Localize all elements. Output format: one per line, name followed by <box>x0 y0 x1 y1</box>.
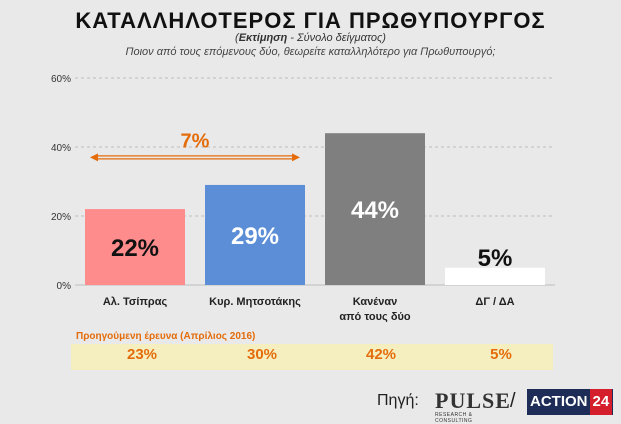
subtitle-bold: Εκτίμηση <box>238 32 288 44</box>
pulse-logo-subtitle: RESEARCH & CONSULTING <box>435 412 473 424</box>
bar-value-label: 44% <box>351 197 399 224</box>
bar-1 <box>85 209 185 285</box>
action24-logo-number: 24 <box>589 389 613 415</box>
x-tick-label: Αλ. Τσίπρας <box>103 296 168 308</box>
pulse-logo: PULSE RESEARCH & CONSULTING <box>435 382 510 424</box>
bar-value-label: 5% <box>478 245 513 272</box>
previous-value-tsipras: 23% <box>126 346 158 363</box>
bar-3 <box>325 133 425 285</box>
x-tick-label: Κυρ. Μητσοτάκης <box>209 296 301 308</box>
source-label: Πηγή: <box>377 392 419 409</box>
pulse-logo-word: PULSE <box>435 388 511 413</box>
previous-survey-label: Προηγούμενη έρευνα (Απρίλιος 2016) <box>76 331 256 342</box>
previous-value-none: 42% <box>365 346 397 363</box>
subtitle-open: ( <box>235 32 239 44</box>
x-tick-label: Κανέναν <box>353 296 398 308</box>
action24-logo: ACTION 24 <box>527 389 613 415</box>
x-tick-label: από τους δύο <box>339 311 411 323</box>
x-tick-label: ΔΓ / ΔΑ <box>475 296 514 308</box>
bar-chart: 0% 20% 40% 60% 22% Αλ. Τσίπρας 29% Κυρ. Μητσοτά… <box>51 74 555 323</box>
annotation-label: 7% <box>181 130 210 152</box>
y-tick-label: 40% <box>51 143 71 154</box>
previous-survey-band <box>71 344 553 370</box>
bar-4 <box>445 267 545 285</box>
survey-question: Ποιον από τους επόμενους δύο, θεωρείτε κ… <box>125 46 496 58</box>
bar-2 <box>205 184 305 285</box>
y-tick-label: 20% <box>51 212 71 223</box>
y-tick-label: 0% <box>57 281 72 292</box>
bar-value-label: 22% <box>111 235 159 262</box>
previous-value-dk: 5% <box>490 346 512 363</box>
previous-value-mitsotakis: 30% <box>246 346 278 363</box>
annotation-arrow-head-right <box>292 153 300 162</box>
chart-subtitle: (Εκτίμηση - Σύνολο δείγματος) <box>0 32 621 44</box>
y-tick-label: 60% <box>51 74 71 85</box>
subtitle-rest: - Σύνολο δείγματος) <box>287 32 386 44</box>
annotation-arrow-head-left <box>90 153 98 162</box>
chart-title: ΚΑΤΑΛΛΗΛΟΤΕΡΟΣ ΓΙΑ ΠΡΩΘΥΠΟΥΡΓΟΣ <box>75 8 546 33</box>
logo-separator: / <box>510 390 516 412</box>
action24-logo-text: ACTION <box>530 393 588 410</box>
bar-value-label: 29% <box>231 223 279 250</box>
